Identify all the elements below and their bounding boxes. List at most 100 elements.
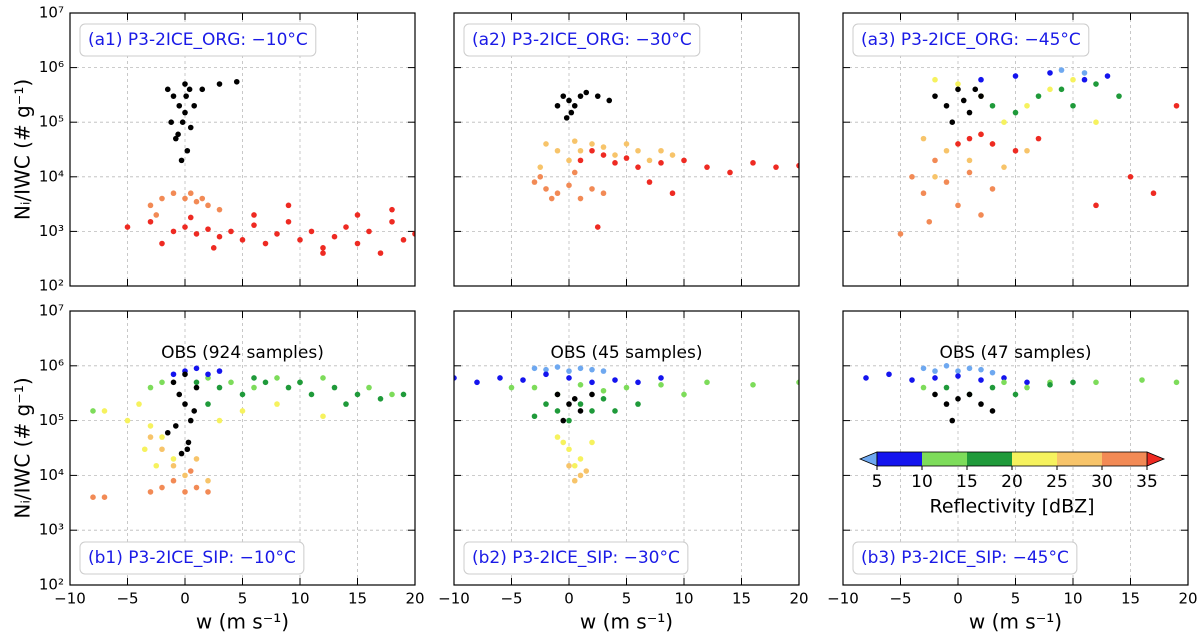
point bbox=[320, 250, 326, 256]
point bbox=[1047, 382, 1053, 388]
point bbox=[1035, 93, 1042, 99]
point bbox=[147, 202, 154, 209]
point bbox=[400, 391, 407, 398]
x-tick-label: 15 bbox=[1121, 590, 1140, 608]
point bbox=[308, 228, 315, 235]
point bbox=[943, 384, 950, 391]
x-tick-label: 20 bbox=[1178, 590, 1197, 608]
point bbox=[773, 164, 779, 170]
point bbox=[1081, 70, 1088, 76]
point bbox=[1070, 379, 1076, 386]
point bbox=[184, 147, 191, 154]
point bbox=[568, 109, 575, 116]
point bbox=[366, 384, 372, 391]
point bbox=[554, 434, 561, 440]
point bbox=[571, 477, 578, 484]
point bbox=[589, 141, 595, 147]
point bbox=[577, 365, 584, 372]
point bbox=[251, 222, 257, 228]
point bbox=[377, 395, 384, 402]
point bbox=[600, 144, 607, 150]
point bbox=[205, 226, 211, 232]
panel: (a3) P3-2ICE_ORG: −45°C bbox=[842, 12, 1189, 287]
x-tick-label: 20 bbox=[405, 590, 424, 608]
point bbox=[182, 109, 188, 116]
point bbox=[285, 384, 292, 391]
point bbox=[1001, 164, 1007, 170]
colorbar-extend-low bbox=[858, 451, 878, 467]
point bbox=[566, 446, 572, 453]
x-tick-label: 0 bbox=[564, 590, 574, 608]
point bbox=[932, 157, 938, 164]
point bbox=[658, 375, 664, 381]
x-tick-label: 5 bbox=[238, 590, 248, 608]
frame bbox=[69, 12, 416, 287]
point bbox=[571, 102, 578, 109]
point bbox=[193, 379, 200, 386]
point bbox=[943, 401, 950, 407]
point bbox=[239, 391, 246, 398]
x-tick-label: 5 bbox=[1011, 590, 1021, 608]
point bbox=[147, 384, 154, 391]
point bbox=[796, 379, 799, 386]
point bbox=[377, 250, 384, 256]
point bbox=[251, 384, 257, 391]
point bbox=[178, 157, 185, 164]
point bbox=[978, 212, 984, 218]
point bbox=[863, 375, 869, 381]
point bbox=[1116, 93, 1122, 99]
point bbox=[600, 190, 607, 197]
point bbox=[623, 141, 630, 147]
point bbox=[147, 423, 154, 429]
colorbar-tick-label: 35 bbox=[1136, 472, 1158, 492]
point bbox=[554, 364, 561, 370]
point bbox=[594, 224, 601, 230]
point bbox=[1070, 102, 1076, 109]
point bbox=[186, 86, 193, 93]
point bbox=[274, 231, 280, 237]
point bbox=[571, 462, 578, 469]
colorbar-segment bbox=[967, 452, 1012, 466]
y-tick-label: 10⁵ bbox=[39, 113, 64, 131]
point bbox=[566, 157, 572, 164]
panel: (a2) P3-2ICE_ORG: −30°C bbox=[453, 12, 800, 287]
point bbox=[170, 477, 177, 484]
label-box bbox=[852, 23, 1090, 57]
point bbox=[170, 93, 177, 99]
point bbox=[1012, 147, 1019, 154]
point bbox=[577, 382, 584, 388]
point bbox=[199, 86, 206, 93]
point bbox=[566, 401, 572, 407]
point bbox=[176, 102, 183, 109]
point bbox=[589, 186, 595, 192]
point bbox=[554, 190, 561, 197]
points bbox=[90, 365, 407, 501]
colorbar-tick-label: 25 bbox=[1046, 472, 1068, 492]
point bbox=[216, 384, 223, 391]
point bbox=[1104, 73, 1111, 79]
point bbox=[577, 456, 584, 462]
point bbox=[193, 231, 200, 237]
point bbox=[1058, 86, 1065, 93]
point bbox=[926, 218, 933, 225]
y-tick-label: 10⁴ bbox=[39, 167, 64, 185]
colorbar-extend-high bbox=[1146, 451, 1166, 467]
point bbox=[147, 489, 154, 495]
point bbox=[159, 379, 165, 386]
obs-note: OBS (45 samples) bbox=[551, 343, 703, 363]
point bbox=[566, 462, 572, 469]
point bbox=[187, 468, 194, 474]
point bbox=[943, 179, 950, 185]
point bbox=[343, 224, 349, 230]
point bbox=[566, 182, 572, 189]
point bbox=[164, 429, 171, 436]
point bbox=[274, 375, 280, 381]
y-tick-label: 10⁶ bbox=[39, 356, 64, 374]
point bbox=[704, 164, 710, 170]
point bbox=[1093, 119, 1099, 125]
point bbox=[193, 384, 200, 391]
point bbox=[90, 408, 96, 414]
x-tick-label: 15 bbox=[348, 590, 367, 608]
point bbox=[531, 179, 538, 185]
